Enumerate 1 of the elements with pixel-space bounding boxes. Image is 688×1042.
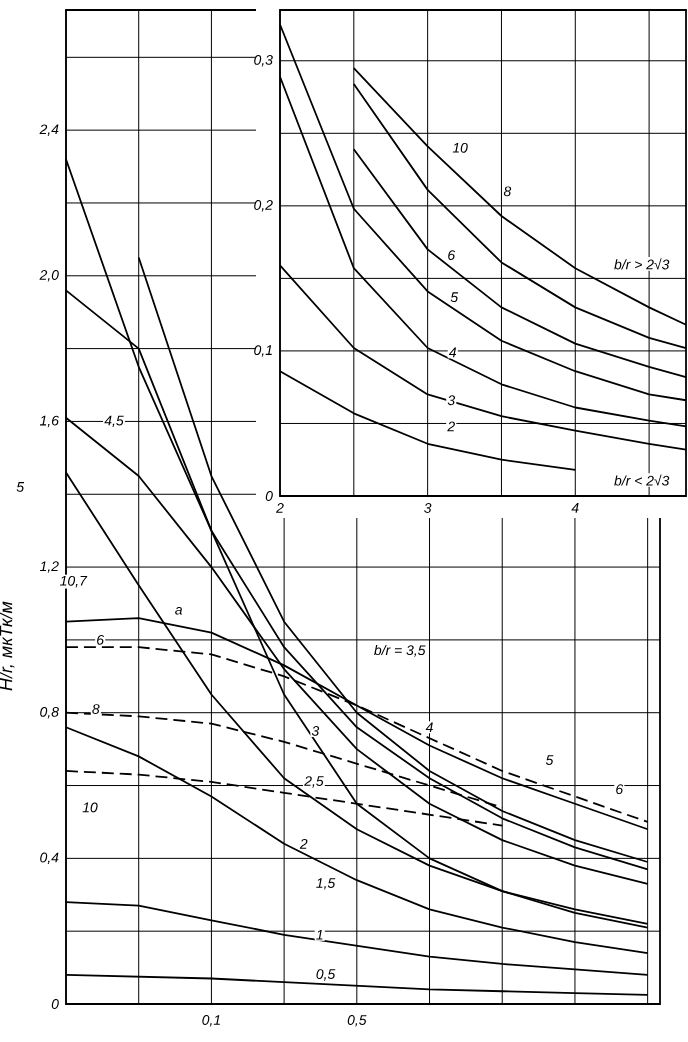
- y-axis-title: H/r, мкТк/м: [0, 601, 15, 691]
